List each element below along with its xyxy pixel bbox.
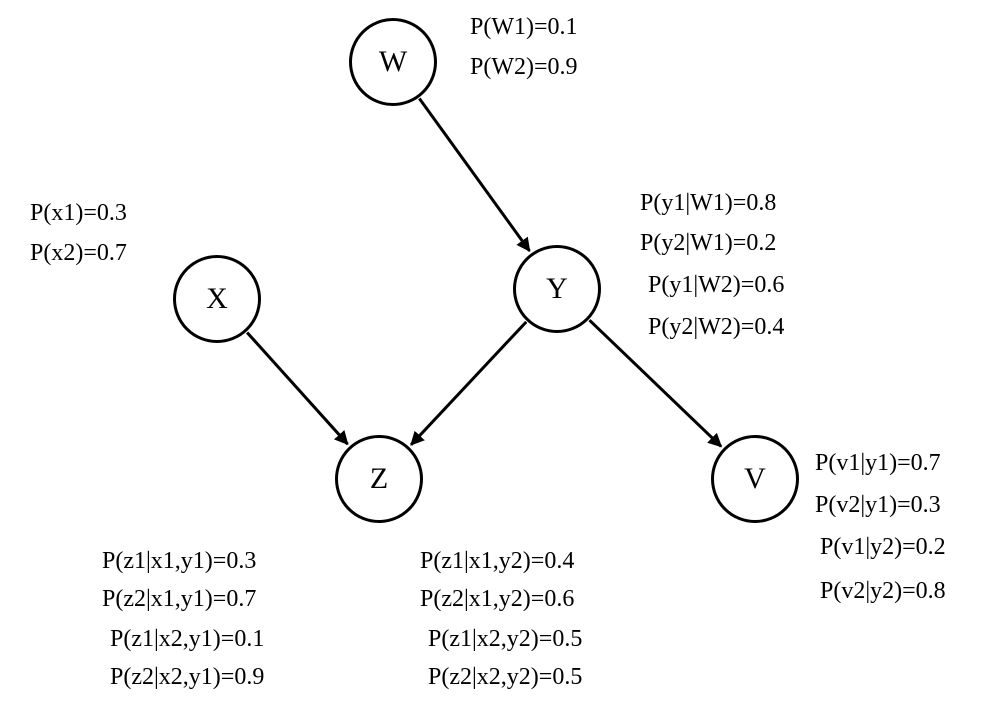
annot-y-p4: P(y2|W2)=0.4	[648, 314, 784, 341]
node-z-label: Z	[370, 462, 388, 496]
node-w-label: W	[379, 45, 407, 79]
annot-z-a4: P(z2|x2,y1)=0.9	[110, 664, 264, 691]
node-w: W	[349, 18, 437, 106]
edge-x-z	[247, 332, 347, 444]
annot-z-a2: P(z2|x1,y1)=0.7	[102, 586, 256, 613]
annot-z-b2: P(z2|x1,y2)=0.6	[420, 586, 574, 613]
annot-y-p1: P(y1|W1)=0.8	[640, 190, 776, 217]
node-z: Z	[335, 435, 423, 523]
annot-z-b1: P(z1|x1,y2)=0.4	[420, 548, 574, 575]
annot-w-p1: P(W1)=0.1	[470, 14, 578, 41]
annot-y-p3: P(y1|W2)=0.6	[648, 272, 784, 299]
annot-v-p1: P(v1|y1)=0.7	[815, 450, 941, 477]
edge-y-z	[411, 322, 526, 445]
node-x-label: X	[206, 282, 228, 316]
annot-x-p2: P(x2)=0.7	[30, 240, 127, 267]
edge-w-y	[419, 98, 529, 250]
annot-x-p1: P(x1)=0.3	[30, 200, 127, 227]
node-y: Y	[513, 245, 601, 333]
node-x: X	[173, 255, 261, 343]
annot-v-p3: P(v1|y2)=0.2	[820, 534, 946, 561]
bayes-net-diagram: W X Y Z V P(W1)=0.1 P(W2)=0.9 P(x1)=0.3 …	[0, 0, 1000, 709]
node-v: V	[711, 435, 799, 523]
node-v-label: V	[744, 462, 766, 496]
annot-z-b3: P(z1|x2,y2)=0.5	[428, 626, 582, 653]
annot-v-p2: P(v2|y1)=0.3	[815, 492, 941, 519]
annot-z-a3: P(z1|x2,y1)=0.1	[110, 626, 264, 653]
annot-v-p4: P(v2|y2)=0.8	[820, 578, 946, 605]
node-y-label: Y	[546, 272, 568, 306]
annot-w-p2: P(W2)=0.9	[470, 54, 578, 81]
annot-z-a1: P(z1|x1,y1)=0.3	[102, 548, 256, 575]
annot-y-p2: P(y2|W1)=0.2	[640, 230, 776, 257]
annot-z-b4: P(z2|x2,y2)=0.5	[428, 664, 582, 691]
